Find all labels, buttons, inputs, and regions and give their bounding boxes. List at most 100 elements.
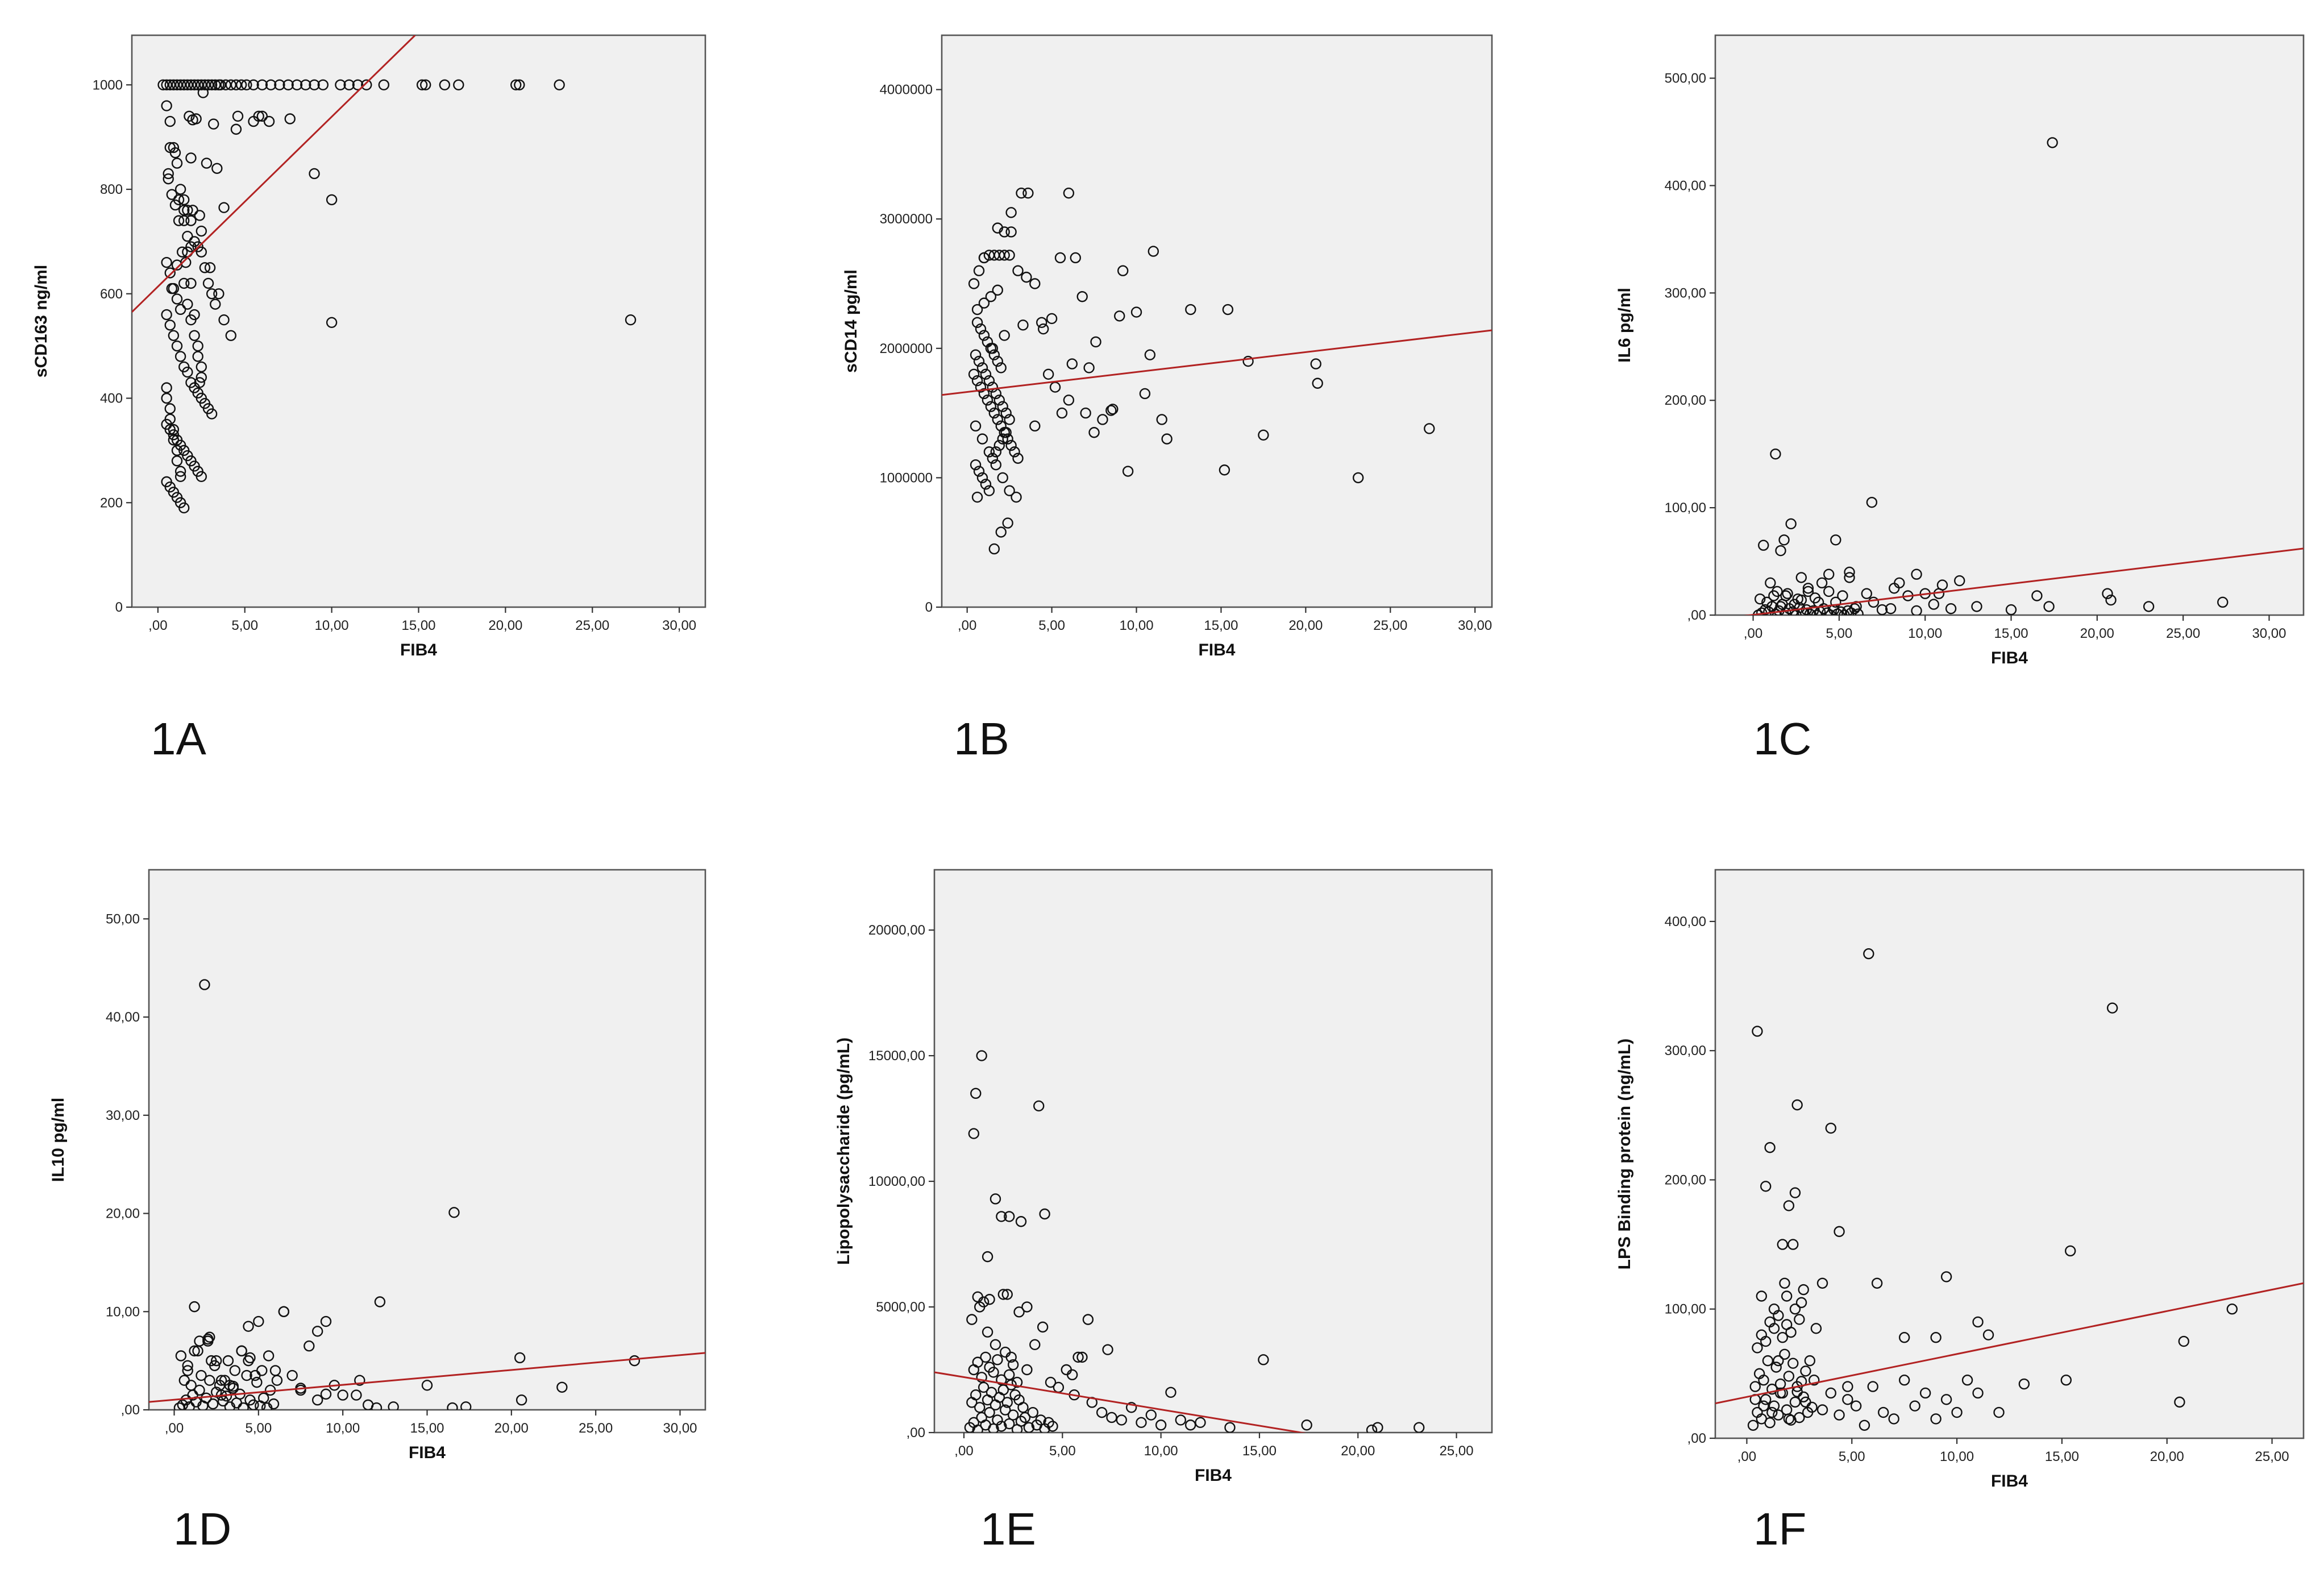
data-point: [1780, 590, 1791, 601]
data-point: [253, 1315, 264, 1327]
data-point: [2217, 596, 2229, 608]
data-point: [215, 1375, 227, 1386]
data-point: [309, 79, 320, 90]
data-point: [185, 79, 197, 90]
data-point: [1930, 1332, 1941, 1343]
data-point: [978, 388, 990, 400]
data-point: [248, 1399, 259, 1410]
data-point: [420, 79, 431, 90]
data-point: [202, 79, 214, 90]
data-point: [196, 246, 207, 258]
data-point: [1312, 377, 1323, 389]
data-point: [311, 1326, 323, 1337]
panel-label-1d: 1D: [173, 1504, 232, 1554]
data-point: [199, 79, 211, 90]
data-point: [326, 194, 338, 206]
fit-line: [149, 1352, 705, 1403]
x-tick-label: 15,00: [410, 1421, 444, 1436]
data-point: [990, 459, 1002, 471]
data-point: [1798, 1284, 1809, 1296]
data-point: [263, 1350, 275, 1362]
data-point: [1940, 1394, 1952, 1405]
data-point: [968, 368, 980, 380]
data-point: [1866, 496, 1878, 508]
data-point: [1004, 250, 1015, 261]
data-point: [253, 110, 264, 122]
data-point: [206, 408, 218, 420]
data-point: [970, 1087, 982, 1099]
data-point: [265, 79, 277, 90]
data-point: [997, 401, 1008, 412]
chart-panel-1c: ,00 5,00 10,00 15,00 20,00 25,00 30,00 ,00 100,0…: [0, 0, 2324, 784]
data-point: [1015, 1216, 1027, 1227]
y-tick-label: 200,00: [1665, 393, 1706, 408]
data-point: [196, 79, 207, 90]
y-tick-label: 20,00: [106, 1206, 140, 1222]
data-point: [194, 377, 205, 388]
x-tick-label: 25,00: [2255, 1449, 2289, 1464]
data-point: [1004, 414, 1015, 425]
data-point: [1791, 1099, 1803, 1111]
data-point: [174, 79, 186, 90]
data-point: [416, 79, 428, 90]
data-point: [984, 1406, 995, 1418]
y-tick-label: 20000,00: [868, 923, 925, 938]
y-tick-label: ,00: [1687, 608, 1706, 623]
y-axis-title: LPS Binding protein (ng/mL): [1615, 1039, 1634, 1270]
data-point: [978, 330, 990, 341]
data-point: [1760, 1394, 1772, 1405]
data-point: [1001, 1397, 1013, 1408]
y-tick-label: 15000,00: [868, 1048, 925, 1064]
data-point: [1837, 590, 1848, 601]
data-point: [320, 1315, 332, 1327]
data-point: [1972, 1316, 1984, 1328]
data-point: [1823, 568, 1835, 580]
data-point: [1777, 1332, 1788, 1343]
data-point: [185, 1380, 197, 1391]
data-point: [1770, 448, 1781, 460]
y-tick-label: 500,00: [1665, 71, 1706, 86]
data-point: [185, 241, 197, 252]
data-point: [978, 297, 990, 309]
x-tick-label: ,00: [958, 618, 976, 633]
data-point: [213, 79, 224, 90]
data-point: [1823, 586, 1835, 597]
data-point: [972, 1356, 983, 1368]
x-tick-label: 15,00: [2045, 1449, 2079, 1464]
data-point: [185, 215, 197, 226]
data-point: [1106, 1412, 1117, 1423]
data-point: [1752, 1026, 1763, 1037]
data-point: [1878, 1406, 1889, 1418]
fit-line: [1744, 547, 2304, 615]
data-points: [968, 187, 1435, 555]
data-point: [1219, 464, 1230, 476]
data-point: [990, 446, 1002, 458]
chart-1b: ,00 5,00 10,00 15,00 20,00 25,00 30,00 0 1000000…: [842, 34, 1493, 659]
data-point: [1413, 1422, 1425, 1433]
chart-1a: ,00 5,00 10,00 15,00 20,00 25,00 30,00 0 200 400 6…: [32, 34, 706, 659]
data-point: [995, 362, 1007, 373]
data-point: [178, 79, 190, 90]
data-point: [1749, 1381, 1761, 1392]
data-point: [361, 79, 372, 90]
data-point: [1242, 355, 1254, 367]
x-tick-label: 20,00: [494, 1421, 529, 1436]
data-point: [992, 414, 1003, 425]
x-tick-label: ,00: [1744, 626, 1762, 641]
data-point: [1760, 1335, 1772, 1347]
data-point: [222, 1355, 234, 1367]
data-point: [2106, 1002, 2118, 1014]
data-point: [510, 79, 522, 90]
x-tick-label: 15,00: [1204, 618, 1238, 633]
x-tick-label: 30,00: [662, 618, 696, 633]
chart-1c: ,00 5,00 10,00 15,00 20,00 25,00 30,00 ,00 100,0…: [1615, 34, 2305, 667]
data-point: [2043, 601, 2055, 612]
data-point: [202, 277, 214, 289]
y-tick-label: 400,00: [1665, 914, 1706, 929]
data-point: [1911, 605, 1922, 615]
data-point: [163, 168, 174, 180]
data-point: [1035, 1414, 1046, 1426]
x-tick-label: 30,00: [1458, 618, 1492, 633]
